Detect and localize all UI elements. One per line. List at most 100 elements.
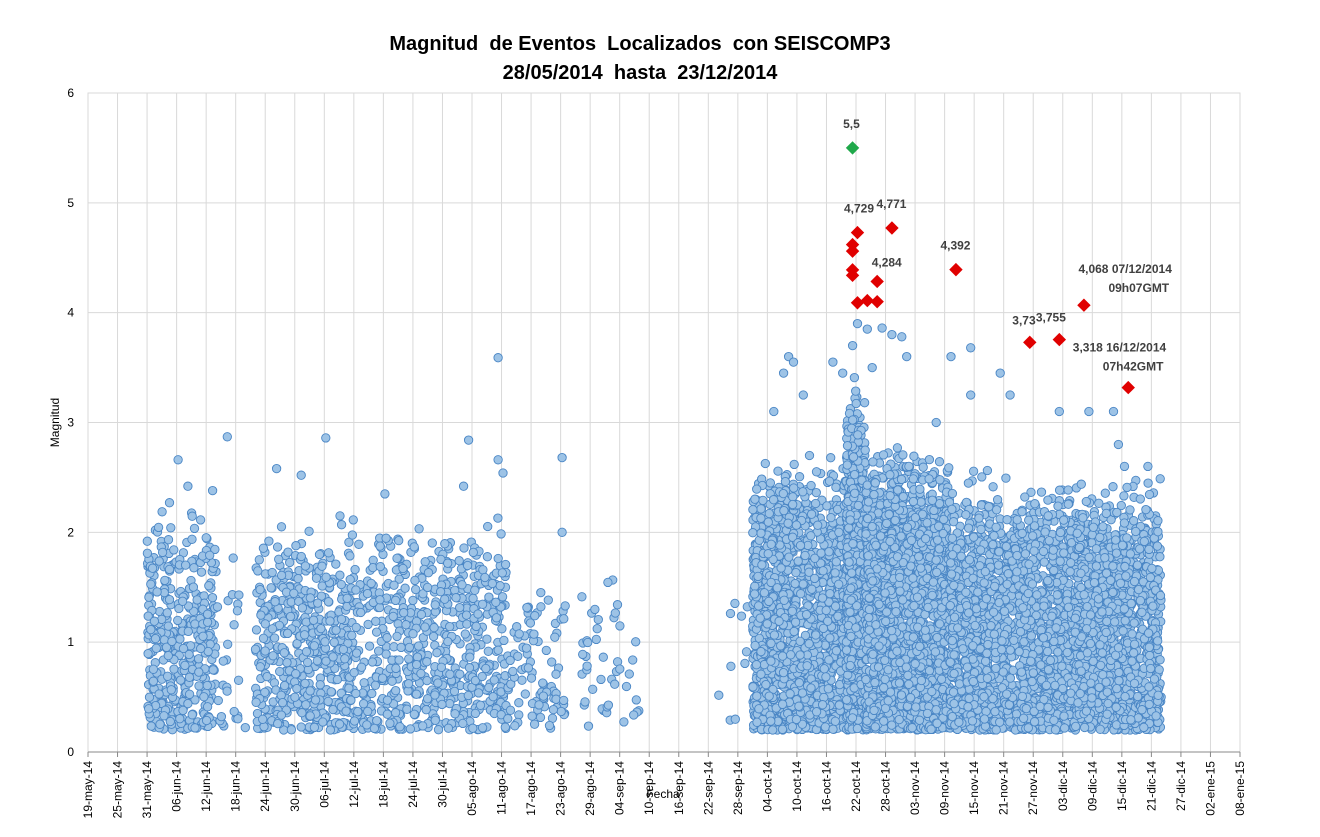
data-points bbox=[142, 318, 1166, 735]
x-tick-label: 11-ago-14 bbox=[495, 761, 509, 815]
event-point bbox=[725, 608, 736, 619]
event-point bbox=[411, 689, 422, 699]
event-point bbox=[764, 508, 774, 519]
event-point bbox=[233, 714, 243, 724]
event-point bbox=[435, 587, 446, 597]
event-point bbox=[359, 678, 369, 688]
event-point bbox=[801, 609, 812, 620]
event-point bbox=[422, 582, 433, 593]
event-point bbox=[463, 690, 473, 701]
event-point bbox=[468, 593, 478, 604]
event-point bbox=[362, 588, 373, 599]
event-point bbox=[851, 398, 861, 409]
event-point bbox=[286, 725, 297, 735]
event-point bbox=[445, 669, 455, 679]
event-point bbox=[321, 572, 331, 582]
event-point bbox=[757, 560, 767, 570]
event-point bbox=[304, 526, 314, 536]
x-tick-label: 27-nov-14 bbox=[1026, 761, 1040, 815]
event-point bbox=[798, 579, 808, 589]
event-point bbox=[831, 482, 841, 492]
event-point bbox=[440, 594, 450, 604]
chart-subtitle: 28/05/2014 hasta 23/12/2014 bbox=[502, 62, 778, 84]
x-tick-label: 18-jul-14 bbox=[376, 761, 390, 808]
event-point bbox=[195, 515, 206, 525]
event-point bbox=[825, 633, 835, 643]
event-point bbox=[169, 545, 179, 555]
event-point bbox=[756, 669, 766, 679]
event-point bbox=[305, 593, 315, 603]
event-point bbox=[163, 650, 173, 661]
event-point bbox=[777, 724, 788, 734]
event-point bbox=[405, 724, 416, 734]
event-point bbox=[309, 722, 320, 733]
y-tick-label: 6 bbox=[67, 86, 74, 100]
event-point bbox=[300, 561, 311, 571]
event-point bbox=[844, 523, 854, 533]
event-point bbox=[183, 626, 193, 637]
event-point bbox=[150, 633, 161, 644]
event-point bbox=[483, 521, 493, 532]
event-point bbox=[323, 548, 334, 558]
event-point bbox=[852, 723, 863, 734]
event-point bbox=[750, 640, 760, 651]
event-point bbox=[416, 668, 426, 679]
event-point bbox=[183, 698, 193, 709]
event-point bbox=[258, 633, 269, 643]
event-point bbox=[465, 652, 475, 662]
event-point bbox=[402, 704, 412, 714]
event-point bbox=[218, 656, 228, 666]
event-point bbox=[291, 669, 301, 679]
event-point bbox=[321, 656, 331, 666]
event-point bbox=[760, 458, 770, 469]
event-point bbox=[377, 673, 388, 683]
event-point bbox=[369, 723, 380, 734]
event-point bbox=[853, 430, 863, 440]
event-point bbox=[806, 531, 816, 541]
event-point bbox=[302, 657, 313, 668]
y-tick-label: 3 bbox=[67, 416, 74, 430]
event-point bbox=[187, 710, 197, 720]
event-point bbox=[364, 641, 375, 651]
event-point bbox=[774, 616, 784, 626]
event-point bbox=[349, 716, 360, 726]
event-point bbox=[299, 630, 310, 640]
event-point bbox=[430, 690, 440, 700]
event-point bbox=[344, 537, 354, 547]
x-tick-label: 21-dic-14 bbox=[1144, 761, 1158, 811]
event-point bbox=[382, 709, 393, 719]
event-point bbox=[194, 681, 204, 691]
event-point bbox=[370, 680, 381, 690]
x-tick-label: 30-jul-14 bbox=[435, 761, 449, 808]
event-point bbox=[763, 549, 773, 559]
event-point bbox=[844, 557, 854, 567]
event-point bbox=[413, 641, 424, 651]
event-point bbox=[250, 644, 261, 654]
event-point bbox=[615, 621, 625, 631]
event-point bbox=[254, 555, 264, 565]
event-point bbox=[336, 614, 347, 624]
event-point bbox=[496, 529, 506, 539]
event-point bbox=[481, 663, 491, 674]
event-point bbox=[375, 561, 385, 572]
x-tick-label: 22-oct-14 bbox=[849, 761, 863, 812]
event-point bbox=[164, 564, 175, 575]
event-point bbox=[853, 500, 863, 511]
event-point bbox=[831, 557, 841, 567]
event-point bbox=[201, 715, 212, 726]
event-point bbox=[577, 592, 587, 602]
event-point bbox=[443, 636, 453, 647]
x-tick-label: 30-jun-14 bbox=[288, 761, 302, 812]
event-point bbox=[477, 671, 487, 682]
event-point bbox=[821, 605, 831, 616]
event-point bbox=[817, 593, 828, 603]
event-point bbox=[830, 568, 840, 578]
event-point bbox=[851, 386, 861, 396]
event-point bbox=[262, 671, 272, 682]
y-tick-label: 4 bbox=[67, 306, 74, 320]
event-point bbox=[748, 504, 758, 515]
event-point bbox=[458, 718, 468, 729]
event-point bbox=[194, 667, 204, 677]
x-tick-label: 24-jul-14 bbox=[406, 761, 420, 808]
